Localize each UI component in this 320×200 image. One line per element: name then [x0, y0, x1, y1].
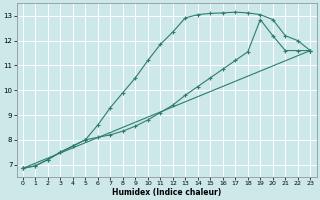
- X-axis label: Humidex (Indice chaleur): Humidex (Indice chaleur): [112, 188, 221, 197]
